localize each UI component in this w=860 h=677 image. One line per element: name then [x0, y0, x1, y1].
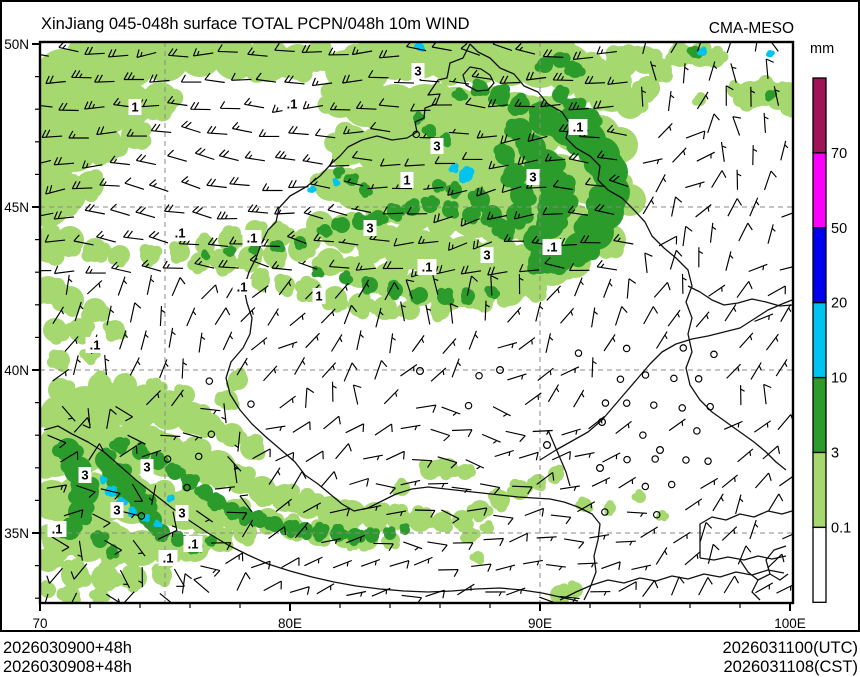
svg-text:3: 3 — [143, 460, 150, 475]
footer-init-times: 2026030900+48h 2026030908+48h — [3, 639, 132, 677]
svg-text:.1: .1 — [247, 231, 258, 246]
init-time-utc: 2026030900+48h — [3, 639, 132, 657]
chart-title: XinJiang 045-048h surface TOTAL PCPN/048… — [41, 15, 470, 33]
model-name: CMA-MESO — [708, 20, 794, 37]
axis-labels: 50N 45N 40N 35N 70 80E 90E 100E — [4, 37, 806, 631]
svg-text:35N: 35N — [4, 526, 29, 541]
svg-text:50: 50 — [831, 221, 847, 237]
boundary-layer — [43, 43, 793, 602]
valid-time-cst: 2026031108(CST) — [723, 658, 858, 676]
svg-text:.1: .1 — [547, 240, 558, 255]
svg-text:20: 20 — [831, 296, 847, 312]
wind-barb-layer — [40, 42, 793, 603]
svg-text:.1: .1 — [175, 226, 186, 241]
svg-text:45N: 45N — [4, 200, 29, 215]
svg-text:.1: .1 — [52, 522, 63, 537]
svg-text:.1: .1 — [237, 280, 248, 295]
chart-outer-frame — [0, 0, 860, 632]
map-frame — [38, 40, 795, 605]
svg-text:.1: .1 — [573, 120, 584, 135]
svg-text:.1: .1 — [163, 551, 174, 566]
svg-text:0.1: 0.1 — [831, 520, 851, 536]
svg-text:70: 70 — [831, 146, 847, 162]
svg-text:3: 3 — [81, 468, 88, 483]
svg-text:3: 3 — [529, 170, 536, 185]
footer-valid-times: 2026031100(UTC) 2026031108(CST) — [723, 639, 858, 677]
svg-text:100E: 100E — [774, 616, 806, 631]
svg-text:3: 3 — [483, 248, 490, 263]
valid-time-utc: 2026031100(UTC) — [722, 639, 858, 657]
svg-text:1: 1 — [131, 100, 138, 115]
svg-text:3: 3 — [366, 221, 373, 236]
svg-text:3: 3 — [178, 506, 185, 521]
svg-text:90E: 90E — [528, 616, 552, 631]
svg-text:.1: .1 — [90, 338, 101, 353]
svg-text:.1: .1 — [188, 537, 199, 552]
svg-text:.1: .1 — [287, 97, 298, 112]
svg-text:3: 3 — [113, 503, 120, 518]
contour-label-layer: 3 .1 1 3 .1 3 1 3 .1 .1 3 .1 .1 1 .1 .1 3 3 3 3 .1 .1 .1 — [47, 63, 588, 566]
svg-text:1: 1 — [403, 173, 410, 188]
svg-text:80E: 80E — [278, 616, 302, 631]
svg-text:40N: 40N — [4, 363, 29, 378]
svg-text:3: 3 — [433, 139, 440, 154]
calm-circle-layer — [416, 366, 664, 473]
svg-text:3: 3 — [831, 446, 839, 462]
svg-text:.1: .1 — [422, 260, 433, 275]
svg-text:1: 1 — [315, 289, 322, 304]
graticule-layer — [40, 42, 793, 603]
init-time-cst: 2026030908+48h — [3, 658, 132, 676]
axis-ticks — [32, 43, 791, 611]
svg-text:10: 10 — [831, 371, 847, 387]
svg-text:3: 3 — [414, 64, 421, 79]
colorbar: 70 50 20 10 3 0.1 — [812, 77, 851, 603]
colorbar-unit-label: mm — [810, 41, 835, 57]
svg-text:70: 70 — [32, 616, 47, 631]
svg-text:50N: 50N — [4, 37, 29, 52]
